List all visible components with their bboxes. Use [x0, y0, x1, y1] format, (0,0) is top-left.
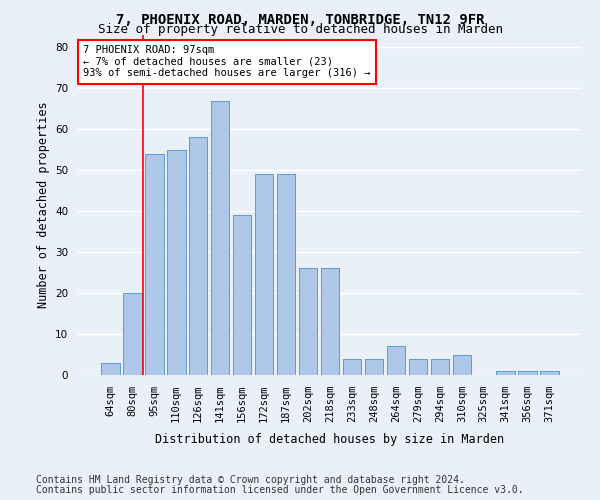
Bar [431, 358, 449, 375]
Bar [431, 358, 449, 375]
Bar [541, 371, 559, 375]
Bar [101, 362, 119, 375]
Bar [518, 371, 537, 375]
Bar [365, 358, 383, 375]
Bar [277, 174, 295, 375]
Bar [496, 371, 515, 375]
Bar [409, 358, 427, 375]
Bar [277, 174, 295, 375]
Bar [365, 358, 383, 375]
Bar [167, 150, 185, 375]
Bar [233, 215, 251, 375]
Bar [211, 100, 229, 375]
Bar [409, 358, 427, 375]
Bar [452, 354, 471, 375]
Text: 7, PHOENIX ROAD, MARDEN, TONBRIDGE, TN12 9FR: 7, PHOENIX ROAD, MARDEN, TONBRIDGE, TN12… [116, 12, 484, 26]
Bar [167, 150, 185, 375]
Bar [541, 371, 559, 375]
Bar [386, 346, 405, 375]
Bar [386, 346, 405, 375]
Bar [452, 354, 471, 375]
Y-axis label: Number of detached properties: Number of detached properties [37, 102, 50, 308]
Bar [343, 358, 361, 375]
Bar [343, 358, 361, 375]
Bar [496, 371, 515, 375]
Text: 7 PHOENIX ROAD: 97sqm
← 7% of detached houses are smaller (23)
93% of semi-detac: 7 PHOENIX ROAD: 97sqm ← 7% of detached h… [83, 45, 371, 78]
Text: Contains HM Land Registry data © Crown copyright and database right 2024.: Contains HM Land Registry data © Crown c… [36, 475, 465, 485]
Bar [233, 215, 251, 375]
X-axis label: Distribution of detached houses by size in Marden: Distribution of detached houses by size … [155, 434, 505, 446]
Bar [255, 174, 274, 375]
Bar [255, 174, 274, 375]
Bar [145, 154, 164, 375]
Bar [123, 293, 142, 375]
Bar [320, 268, 340, 375]
Bar [145, 154, 164, 375]
Text: Contains public sector information licensed under the Open Government Licence v3: Contains public sector information licen… [36, 485, 524, 495]
Bar [123, 293, 142, 375]
Text: Size of property relative to detached houses in Marden: Size of property relative to detached ho… [97, 22, 503, 36]
Bar [299, 268, 317, 375]
Bar [320, 268, 340, 375]
Bar [101, 362, 119, 375]
Bar [189, 138, 208, 375]
Bar [518, 371, 537, 375]
Bar [189, 138, 208, 375]
Bar [299, 268, 317, 375]
Bar [211, 100, 229, 375]
